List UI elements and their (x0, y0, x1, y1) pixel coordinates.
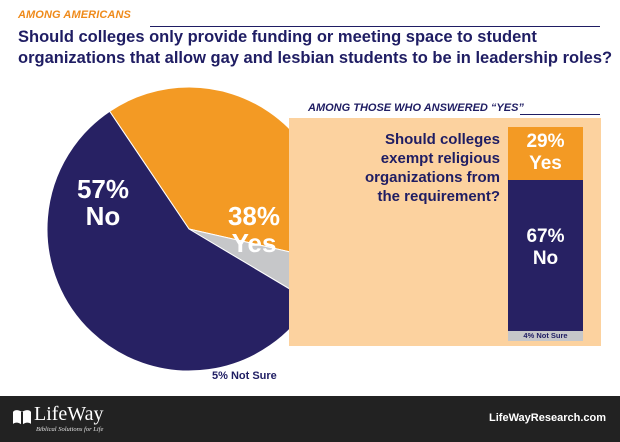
bar-segment-not-sure: 4% Not Sure (508, 331, 583, 341)
lifeway-logo: LifeWay (34, 403, 104, 425)
pie-label-yes-pct: 38% (227, 201, 281, 231)
stacked-bar: 29% Yes 67% No 4% Not Sure (508, 127, 583, 341)
pie-label-no: 57% No (58, 176, 148, 230)
section-label: AMONG AMERICANS (18, 9, 131, 21)
section-header: AMONG AMERICANS (0, 4, 600, 27)
lifeway-logo-icon (13, 410, 31, 425)
subsection-label: AMONG THOSE WHO ANSWERED “YES” (308, 102, 524, 114)
bar-segment-yes: 29% Yes (508, 127, 583, 180)
pie-label-not-sure: 5% Not Sure (212, 370, 277, 382)
bar-segment-no: 67% No (508, 180, 583, 331)
bar-yes-label: Yes (529, 153, 562, 174)
pie-label-yes-text: Yes (231, 228, 277, 258)
subsection-header: AMONG THOSE WHO ANSWERED “YES” (290, 102, 620, 120)
lifeway-tagline: Biblical Solutions for Life (36, 426, 104, 433)
pie-label-yes: 38% Yes (204, 203, 304, 257)
subsection-question: Should colleges exempt religious organiz… (315, 130, 500, 206)
subsection-question-line: organizations from (364, 169, 500, 186)
subsection-question-line: the requirement? (377, 188, 500, 205)
footer: LifeWay Biblical Solutions for Life Life… (0, 396, 620, 442)
pie-label-no-text: No (85, 201, 121, 231)
subsection-question-line: exempt religious (380, 150, 500, 167)
bar-no-pct: 67% (526, 226, 565, 247)
pie-chart (46, 86, 332, 372)
subsection-question-line: Should colleges (384, 131, 500, 148)
website-link[interactable]: LifeWayResearch.com (489, 412, 606, 424)
pie-slice-no (46, 110, 312, 372)
pie-label-no-pct: 57% (76, 174, 130, 204)
main-question: Should colleges only provide funding or … (18, 28, 613, 67)
bar-yes-pct: 29% (526, 131, 565, 152)
bar-no-label: No (532, 248, 559, 269)
section-divider (150, 26, 600, 27)
subsection-divider (520, 114, 600, 115)
